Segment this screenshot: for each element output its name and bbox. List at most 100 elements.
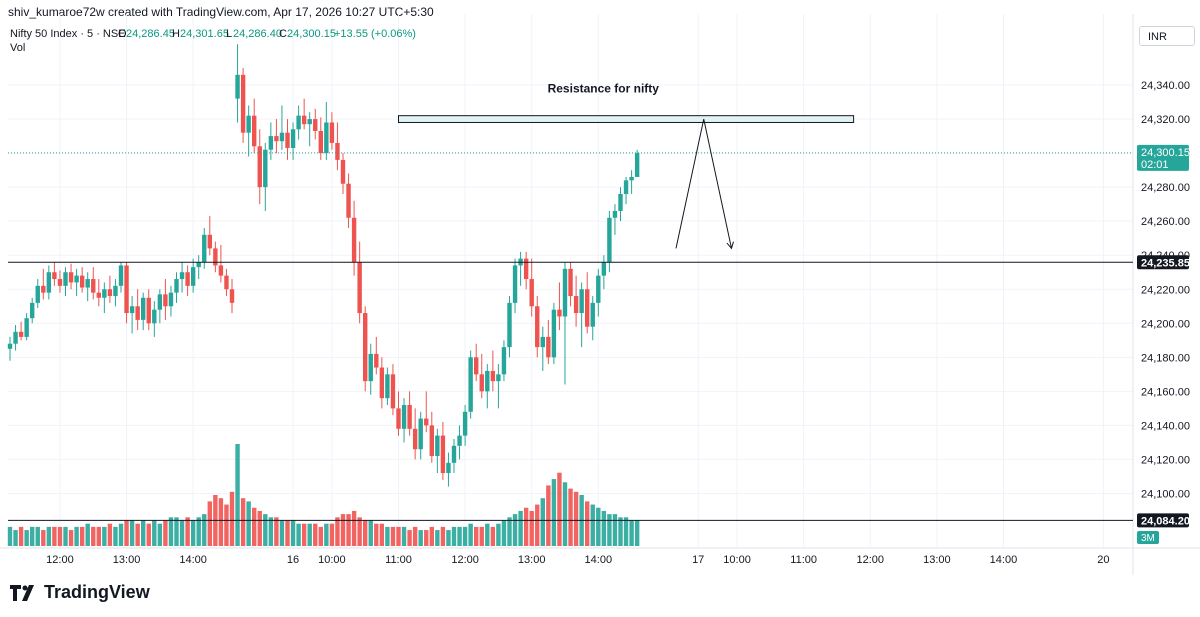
candle-body[interactable] xyxy=(229,289,235,303)
candle-body[interactable] xyxy=(363,313,368,382)
candle-body[interactable] xyxy=(623,180,629,194)
candle-body[interactable] xyxy=(629,176,634,181)
time-axis[interactable]: 12:00 13:00 14:00 16 10:00 11:00 12:00 13:00 14:… xyxy=(46,554,1109,566)
annotations[interactable]: Resistance for nifty xyxy=(8,82,1133,521)
candle-body[interactable] xyxy=(551,309,557,358)
candle-body[interactable] xyxy=(18,331,24,337)
candle-body[interactable] xyxy=(163,294,168,307)
candle-body[interactable] xyxy=(207,234,212,249)
candle-body[interactable] xyxy=(307,119,312,125)
projection-path[interactable] xyxy=(675,118,732,249)
currency-button[interactable]: INR xyxy=(1139,26,1195,46)
candle-body[interactable] xyxy=(535,306,540,348)
candle-body[interactable] xyxy=(468,357,473,412)
candle-body[interactable] xyxy=(474,357,479,375)
candle-body[interactable] xyxy=(562,268,568,317)
candle-body[interactable] xyxy=(346,183,351,218)
candle-body[interactable] xyxy=(141,297,146,320)
candle-body[interactable] xyxy=(7,343,13,349)
candle-body[interactable] xyxy=(596,275,601,303)
candle-body[interactable] xyxy=(202,234,207,263)
candle-body[interactable] xyxy=(135,306,140,320)
candle-body[interactable] xyxy=(435,435,440,457)
candle-body[interactable] xyxy=(440,435,446,474)
price-axis[interactable]: 24,100.00 24,120.00 24,140.00 24,160.00 24,1… xyxy=(1137,80,1190,544)
candle-body[interactable] xyxy=(118,265,124,286)
candle-body[interactable] xyxy=(568,268,573,297)
candle-body[interactable] xyxy=(124,265,129,314)
candle-body[interactable] xyxy=(190,267,196,286)
candle-body[interactable] xyxy=(102,289,107,298)
candle-body[interactable] xyxy=(507,302,512,348)
candle-body[interactable] xyxy=(179,272,185,280)
candle-body[interactable] xyxy=(579,289,584,314)
candle-body[interactable] xyxy=(396,408,401,429)
candle-body[interactable] xyxy=(618,193,623,211)
candle-body[interactable] xyxy=(446,462,451,474)
candle-body[interactable] xyxy=(557,309,562,317)
candle-body[interactable] xyxy=(418,418,423,450)
candle-body[interactable] xyxy=(457,435,462,446)
candle-body[interactable] xyxy=(152,309,157,324)
candle-body[interactable] xyxy=(573,296,579,314)
candle-body[interactable] xyxy=(540,336,545,348)
candle-body[interactable] xyxy=(24,318,29,337)
candle-body[interactable] xyxy=(479,374,484,392)
candle-body[interactable] xyxy=(91,279,96,293)
candle-body[interactable] xyxy=(185,272,190,286)
candle-body[interactable] xyxy=(335,142,340,160)
candle-body[interactable] xyxy=(146,297,151,324)
candle-body[interactable] xyxy=(79,275,85,288)
candle-body[interactable] xyxy=(46,272,52,293)
candle-body[interactable] xyxy=(529,279,534,307)
candle-body[interactable] xyxy=(313,119,318,131)
candle-body[interactable] xyxy=(496,374,501,382)
candle-body[interactable] xyxy=(390,374,396,409)
candle-body[interactable] xyxy=(379,367,385,399)
candle-body[interactable] xyxy=(13,331,18,344)
candle-body[interactable] xyxy=(157,294,163,310)
candle-body[interactable] xyxy=(412,428,418,450)
candle-body[interactable] xyxy=(257,146,262,188)
candle-body[interactable] xyxy=(30,302,35,319)
candle-body[interactable] xyxy=(590,302,595,327)
candle-body[interactable] xyxy=(196,262,201,268)
candle-body[interactable] xyxy=(113,285,118,297)
candle-body[interactable] xyxy=(240,74,246,133)
candle-body[interactable] xyxy=(407,404,412,429)
candle-body[interactable] xyxy=(224,275,229,290)
candles[interactable] xyxy=(7,44,640,487)
candle-body[interactable] xyxy=(279,132,285,142)
candle-body[interactable] xyxy=(218,265,224,276)
candle-body[interactable] xyxy=(268,136,274,150)
candle-body[interactable] xyxy=(168,292,174,307)
candle-body[interactable] xyxy=(318,130,323,154)
candle-body[interactable] xyxy=(57,279,63,286)
candle-body[interactable] xyxy=(246,115,251,133)
candle-body[interactable] xyxy=(329,122,335,143)
candle-body[interactable] xyxy=(523,258,529,280)
candle-body[interactable] xyxy=(35,285,40,303)
candle-body[interactable] xyxy=(585,289,590,327)
candle-body[interactable] xyxy=(501,347,507,375)
candle-body[interactable] xyxy=(129,306,135,314)
candle-body[interactable] xyxy=(290,129,296,149)
candle-body[interactable] xyxy=(351,217,357,263)
candle-body[interactable] xyxy=(374,353,379,368)
candle-body[interactable] xyxy=(213,248,218,266)
candle-body[interactable] xyxy=(63,272,68,286)
candle-body[interactable] xyxy=(607,217,612,263)
candle-body[interactable] xyxy=(41,285,46,293)
candle-body[interactable] xyxy=(368,353,373,382)
candle-body[interactable] xyxy=(68,272,74,283)
candle-body[interactable] xyxy=(252,115,257,147)
candle-body[interactable] xyxy=(274,136,279,142)
candle-body[interactable] xyxy=(424,418,429,426)
candle-body[interactable] xyxy=(235,74,240,99)
resistance-zone[interactable] xyxy=(398,115,855,123)
candle-body[interactable] xyxy=(285,132,290,149)
candle-body[interactable] xyxy=(357,262,362,314)
candle-body[interactable] xyxy=(485,370,490,392)
candle-body[interactable] xyxy=(107,289,113,297)
